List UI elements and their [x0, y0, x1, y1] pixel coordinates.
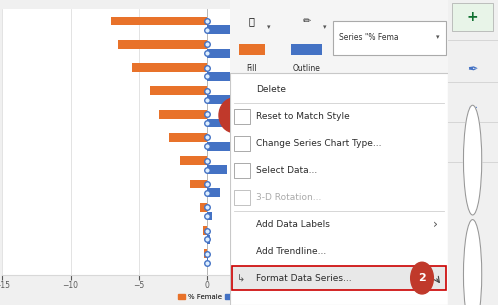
Bar	[112, 16, 207, 25]
Text: Add Trendline...: Add Trendline...	[256, 247, 327, 256]
FancyBboxPatch shape	[235, 190, 249, 205]
Text: Select Data...: Select Data...	[256, 166, 318, 175]
Bar	[207, 258, 208, 267]
Bar	[207, 212, 212, 221]
Text: 3-D Rotation...: 3-D Rotation...	[256, 193, 322, 202]
Text: ✒: ✒	[467, 64, 478, 77]
FancyBboxPatch shape	[291, 44, 322, 55]
Circle shape	[464, 220, 482, 305]
Text: 2: 2	[418, 273, 426, 283]
Circle shape	[464, 105, 482, 215]
Bar	[207, 95, 254, 104]
Text: ›: ›	[433, 218, 438, 231]
Bar	[204, 249, 207, 258]
Text: ▾: ▾	[323, 24, 327, 31]
Text: Reset to Match Style: Reset to Match Style	[256, 112, 350, 121]
Bar	[132, 63, 207, 72]
Text: Delete: Delete	[256, 85, 286, 94]
Text: ✏: ✏	[302, 16, 310, 26]
Bar	[149, 86, 207, 95]
Text: Add Data Labels: Add Data Labels	[256, 220, 330, 229]
Bar	[207, 188, 221, 197]
Text: Change Series Chart Type...: Change Series Chart Type...	[256, 139, 382, 148]
Bar	[180, 156, 207, 165]
FancyBboxPatch shape	[239, 44, 265, 55]
Text: Outline: Outline	[292, 64, 320, 73]
FancyBboxPatch shape	[333, 21, 446, 55]
Bar	[169, 133, 207, 142]
FancyBboxPatch shape	[235, 136, 249, 151]
Bar	[190, 180, 207, 188]
Bar	[159, 110, 207, 119]
Text: 1: 1	[230, 109, 239, 122]
Text: ⊽: ⊽	[468, 106, 478, 120]
Circle shape	[219, 98, 249, 133]
Text: Fill: Fill	[247, 64, 257, 73]
Text: ▾: ▾	[266, 24, 270, 31]
Bar	[207, 72, 268, 81]
Bar	[119, 40, 207, 49]
FancyBboxPatch shape	[230, 0, 448, 305]
Text: 🪣: 🪣	[249, 16, 255, 26]
Bar	[207, 25, 291, 34]
FancyBboxPatch shape	[232, 266, 446, 290]
Legend: % Female, : % Female,	[178, 294, 235, 300]
Text: +: +	[467, 10, 479, 24]
FancyBboxPatch shape	[235, 163, 249, 178]
Text: ↳: ↳	[237, 273, 245, 283]
Bar	[207, 235, 210, 244]
Text: Series "% Fema: Series "% Fema	[339, 33, 399, 42]
Bar	[207, 165, 227, 174]
Bar	[207, 119, 248, 127]
Circle shape	[411, 262, 433, 294]
Bar	[203, 226, 207, 235]
FancyBboxPatch shape	[235, 109, 249, 124]
Text: ▾: ▾	[436, 34, 439, 41]
FancyBboxPatch shape	[230, 0, 448, 73]
Bar	[200, 203, 207, 212]
FancyBboxPatch shape	[452, 3, 493, 31]
Text: Format Data Series...: Format Data Series...	[256, 274, 352, 283]
Bar	[207, 49, 282, 58]
Bar	[207, 142, 237, 151]
